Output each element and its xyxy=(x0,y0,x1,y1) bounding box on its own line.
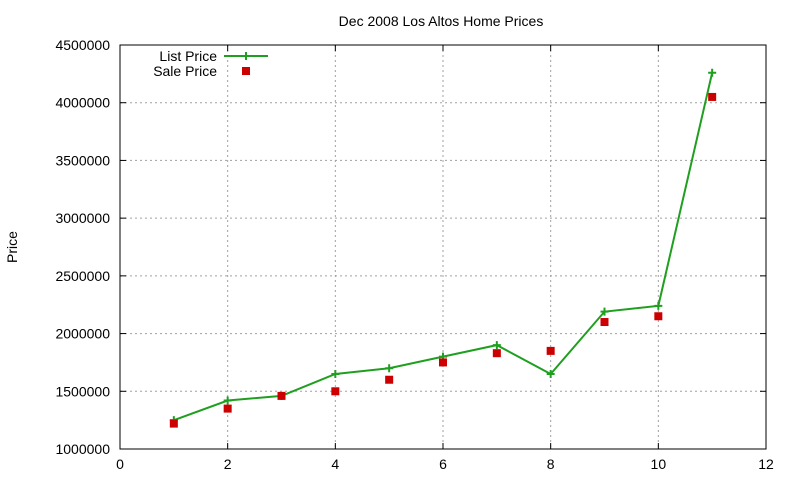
y-tick-label: 4000000 xyxy=(55,95,110,111)
y-tick-label: 3000000 xyxy=(55,210,110,226)
sale-price-point xyxy=(169,419,178,428)
list-price-point xyxy=(331,369,340,378)
sale-price-point xyxy=(708,92,717,101)
sale-price-point xyxy=(223,404,232,413)
sale-price-point xyxy=(277,391,286,400)
y-axis-label: Price xyxy=(4,231,20,263)
axis-ticks: 1000000 1500000 2000000 2500000 3000000 35000… xyxy=(55,37,774,472)
list-price-point xyxy=(223,396,232,405)
y-tick-label: 1500000 xyxy=(55,383,110,399)
sale-price-point xyxy=(654,312,663,321)
legend-marker-list-price xyxy=(242,52,250,60)
list-price-point xyxy=(385,364,394,373)
sale-price-point xyxy=(331,387,340,396)
grid xyxy=(120,45,766,449)
y-tick-label: 2500000 xyxy=(55,268,110,284)
legend-label-sale-price: Sale Price xyxy=(153,63,217,79)
legend-label-list-price: List Price xyxy=(159,48,217,64)
y-tick-label: 2000000 xyxy=(55,326,110,342)
sale-price-point xyxy=(492,349,501,358)
list-price-point xyxy=(492,341,501,350)
list-price-point xyxy=(600,307,609,316)
x-tick-label: 10 xyxy=(651,456,667,472)
x-tick-label: 12 xyxy=(758,456,774,472)
series-layer xyxy=(169,68,717,428)
y-tick-label: 1000000 xyxy=(55,441,110,457)
x-tick-label: 8 xyxy=(547,456,555,472)
sale-price-point xyxy=(439,358,447,367)
x-tick-label: 2 xyxy=(224,456,232,472)
x-tick-label: 0 xyxy=(116,456,124,472)
list-price-point xyxy=(654,301,663,310)
sale-price-point xyxy=(546,346,555,355)
list-price-point xyxy=(708,68,717,77)
list-price-point xyxy=(546,369,555,378)
legend-marker-sale-price xyxy=(242,67,250,75)
y-tick-label: 3500000 xyxy=(55,152,110,168)
chart-title: Dec 2008 Los Altos Home Prices xyxy=(339,13,544,29)
x-tick-label: 4 xyxy=(331,456,339,472)
y-tick-label: 4500000 xyxy=(55,37,110,53)
x-tick-label: 6 xyxy=(439,456,447,472)
sale-price-point xyxy=(385,375,394,384)
sale-price-point xyxy=(600,318,609,327)
